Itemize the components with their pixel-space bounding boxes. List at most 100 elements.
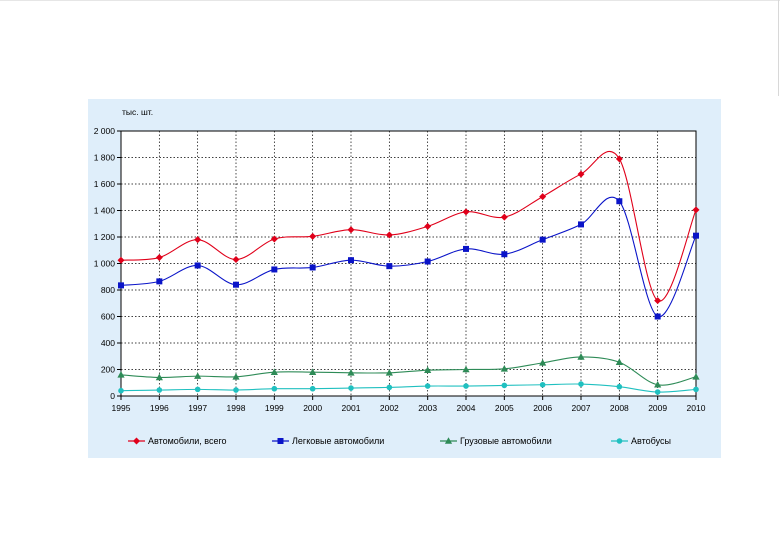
data-point-series-2 — [501, 251, 508, 258]
top-divider — [0, 0, 780, 1]
legend-marker — [444, 437, 453, 444]
x-tick-label: 2000 — [303, 403, 322, 413]
data-point-series-1 — [347, 226, 355, 234]
legend-marker — [277, 438, 284, 444]
data-point-series-3 — [539, 359, 547, 366]
x-tick-label: 2001 — [342, 403, 361, 413]
y-tick-label: 2 000 — [94, 126, 116, 136]
data-point-series-4 — [463, 383, 469, 389]
data-point-series-1 — [654, 297, 662, 305]
data-point-series-4 — [616, 383, 623, 390]
data-point-series-2 — [539, 236, 546, 243]
right-divider — [778, 0, 779, 96]
data-point-series-4 — [654, 389, 661, 395]
data-point-series-2 — [233, 281, 239, 288]
x-tick-label: 1997 — [188, 403, 207, 413]
data-point-series-2 — [424, 258, 431, 265]
data-point-series-4 — [424, 383, 431, 389]
legend-label: Автобусы — [631, 436, 671, 446]
data-point-series-3 — [309, 368, 317, 375]
data-point-series-3 — [692, 372, 700, 380]
series-line-3 — [120, 356, 697, 386]
data-point-series-2 — [578, 221, 584, 228]
data-point-series-3 — [347, 369, 355, 376]
data-point-series-2 — [463, 245, 469, 252]
legend-marker — [133, 437, 140, 445]
data-point-series-3 — [462, 365, 470, 373]
data-point-series-2 — [271, 266, 278, 273]
data-point-series-1 — [194, 236, 202, 244]
data-point-series-3 — [232, 372, 240, 380]
data-point-series-2 — [386, 263, 393, 270]
y-tick-label: 1 600 — [94, 179, 116, 189]
data-point-series-2 — [348, 257, 354, 264]
x-tick-label: 2008 — [610, 403, 629, 413]
data-point-series-4 — [501, 382, 508, 389]
y-tick-label: 400 — [101, 338, 115, 348]
data-point-series-3 — [385, 369, 393, 376]
data-point-series-4 — [386, 384, 393, 391]
y-unit-label: тыс. шт. — [122, 107, 153, 117]
data-point-series-1 — [577, 170, 585, 178]
data-point-series-3 — [577, 353, 585, 360]
data-point-series-2 — [156, 278, 163, 285]
y-tick-label: 800 — [101, 285, 115, 295]
legend-label: Легковые автомобили — [292, 436, 384, 446]
data-point-series-1 — [615, 155, 623, 163]
x-tick-label: 1998 — [227, 403, 246, 413]
data-point-series-4 — [539, 381, 546, 388]
x-tick-label: 1999 — [265, 403, 284, 413]
x-tick-label: 2007 — [572, 403, 591, 413]
data-point-series-4 — [271, 385, 278, 392]
data-point-series-4 — [578, 381, 584, 387]
y-tick-label: 1 800 — [94, 153, 116, 163]
data-point-series-2 — [309, 264, 316, 271]
data-point-series-1 — [155, 254, 163, 262]
data-point-series-2 — [654, 313, 661, 320]
x-tick-label: 2004 — [457, 403, 476, 413]
x-tick-label: 2010 — [687, 403, 706, 413]
y-tick-label: 1 400 — [94, 206, 116, 216]
data-point-series-4 — [118, 387, 124, 394]
data-point-series-3 — [270, 368, 278, 375]
x-tick-label: 2005 — [495, 403, 514, 413]
data-point-series-1 — [539, 193, 547, 201]
data-point-series-3 — [654, 380, 662, 388]
data-point-series-2 — [194, 262, 201, 269]
data-point-series-1 — [462, 208, 470, 216]
x-tick-label: 1996 — [150, 403, 169, 413]
y-tick-label: 1 200 — [94, 232, 116, 242]
x-tick-label: 2002 — [380, 403, 399, 413]
data-point-series-1 — [692, 206, 700, 214]
data-point-series-2 — [616, 198, 623, 205]
data-point-series-3 — [500, 365, 508, 372]
data-point-series-3 — [194, 372, 202, 379]
y-tick-label: 600 — [101, 312, 115, 322]
data-point-series-1 — [500, 213, 508, 221]
legend-label: Автомобили, всего — [148, 436, 227, 446]
y-tick-label: 0 — [110, 391, 115, 401]
data-point-series-3 — [424, 366, 432, 373]
data-point-series-1 — [270, 235, 278, 243]
x-tick-label: 2009 — [648, 403, 667, 413]
data-point-series-1 — [309, 232, 317, 240]
data-point-series-1 — [424, 222, 432, 230]
data-point-series-2 — [693, 232, 699, 239]
data-point-series-1 — [385, 231, 393, 239]
data-point-series-3 — [117, 371, 125, 378]
x-tick-label: 2003 — [418, 403, 437, 413]
data-point-series-1 — [232, 256, 240, 264]
series-line-4 — [120, 383, 697, 393]
data-point-series-4 — [194, 386, 201, 393]
data-point-series-4 — [156, 387, 163, 393]
data-point-series-4 — [348, 385, 354, 391]
legend-label: Грузовые автомобили — [460, 436, 552, 446]
data-point-series-4 — [693, 386, 699, 393]
x-tick-label: 2006 — [533, 403, 552, 413]
data-point-series-1 — [117, 256, 125, 264]
y-tick-label: 1 000 — [94, 259, 116, 269]
data-point-series-4 — [309, 385, 316, 392]
y-tick-label: 200 — [101, 365, 115, 375]
data-point-series-3 — [155, 373, 163, 381]
